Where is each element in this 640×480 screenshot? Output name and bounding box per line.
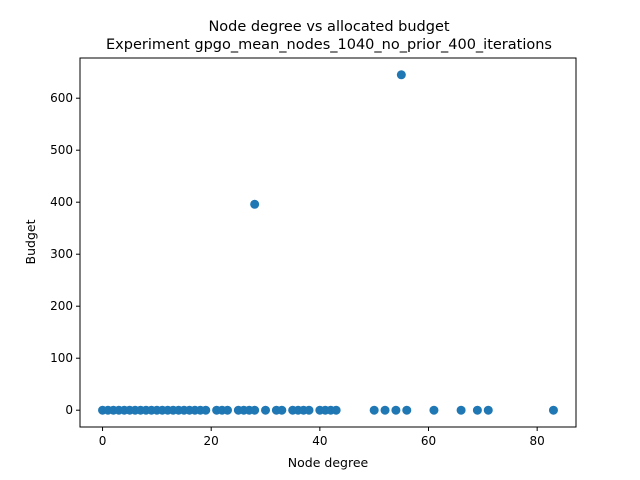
chart-title: Node degree vs allocated budget (208, 19, 449, 35)
data-point-42 (396, 70, 406, 80)
y-tick-label-1: 100 (50, 351, 73, 365)
axes-frame (79, 57, 577, 428)
data-point-39 (369, 405, 379, 415)
data-point-38 (331, 405, 341, 415)
chart-subtitle: Experiment gpgo_mean_nodes_1040_no_prior… (106, 37, 552, 53)
data-point-46 (472, 405, 482, 415)
x-axis-label: Node degree (288, 455, 369, 470)
data-point-26 (250, 405, 260, 415)
data-point-45 (456, 405, 466, 415)
data-point-34 (304, 405, 314, 415)
data-point-47 (483, 405, 493, 415)
y-tick-label-0: 0 (65, 403, 73, 417)
data-point-44 (429, 405, 439, 415)
y-axis-ticks: 0 100 200 300 400 500 600 (50, 91, 80, 417)
x-tick-label-4: 80 (530, 434, 545, 448)
data-point-22 (223, 405, 232, 415)
data-point-30 (277, 405, 287, 415)
x-tick-label-3: 60 (421, 434, 436, 448)
x-axis-ticks: 0 20 40 60 80 (99, 427, 545, 448)
data-point-43 (402, 405, 412, 415)
y-tick-label-6: 600 (50, 91, 73, 105)
y-axis-label: Budget (23, 219, 38, 264)
data-point-28 (261, 405, 271, 415)
x-tick-label-1: 20 (204, 434, 219, 448)
data-point-48 (548, 405, 558, 415)
plot-area: 0 20 40 60 80 0 100 200 300 400 500 600 (50, 57, 577, 448)
x-tick-label-0: 0 (99, 434, 107, 448)
data-point-27 (250, 199, 260, 209)
y-tick-label-5: 500 (50, 143, 73, 157)
data-point-41 (391, 405, 401, 415)
y-tick-label-4: 400 (50, 195, 73, 209)
data-point-40 (380, 405, 390, 415)
x-tick-label-2: 40 (312, 434, 327, 448)
data-point-19 (201, 405, 211, 415)
y-tick-label-2: 200 (50, 299, 73, 313)
data-points (98, 70, 558, 415)
y-tick-label-3: 300 (50, 247, 73, 261)
